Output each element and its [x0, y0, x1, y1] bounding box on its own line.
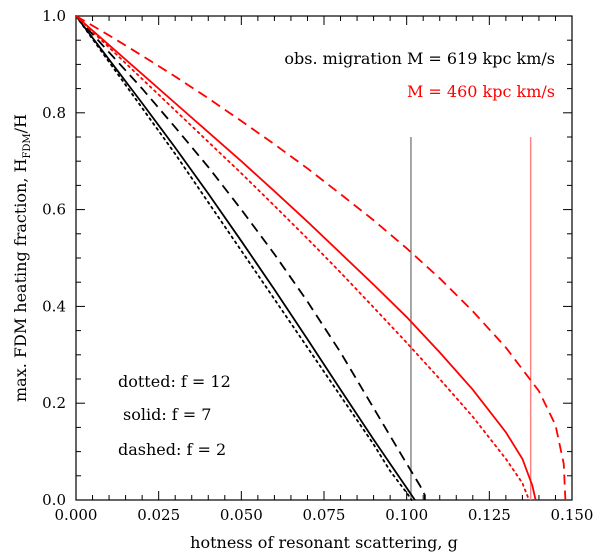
- series-layer: [75, 15, 567, 501]
- series-line-black-dotted: [75, 15, 413, 501]
- legend-solid-label: solid: f = 7: [123, 405, 211, 424]
- series-line-black-solid: [75, 15, 416, 501]
- x-tick-label: 0.050: [220, 506, 263, 524]
- y-tick-label: 0.4: [42, 297, 66, 315]
- x-tick-label: 0.025: [137, 506, 180, 524]
- ticks-layer: 0.000 0.025 0.050 0.075 0.100 0.125 0.150 0.0 0.…: [42, 7, 593, 524]
- y-tick-label: 1.0: [42, 7, 66, 25]
- x-tick-label: 0.125: [468, 506, 511, 524]
- vlines-layer: [410, 137, 532, 500]
- annotation-obs-migration-black: obs. migration M = 619 kpc km/s: [284, 49, 555, 68]
- legend-dotted-label: dotted: f = 12: [118, 372, 231, 391]
- x-tick-label: 0.075: [303, 506, 346, 524]
- series-line-red-dashed: [75, 15, 567, 501]
- y-axis-title-sub: FDM: [22, 133, 33, 158]
- y-axis-title: max. FDM heating fraction, HFDM/H: [11, 114, 33, 402]
- y-tick-label: 0.0: [42, 491, 66, 509]
- annotation-obs-migration-red: M = 460 kpc km/s: [407, 82, 555, 101]
- y-tick-label: 0.8: [42, 104, 66, 122]
- x-tick-label: 0.150: [551, 506, 594, 524]
- x-axis-title: hotness of resonant scattering, g: [190, 533, 458, 552]
- series-line-red-dotted: [75, 15, 530, 501]
- y-tick-label: 0.2: [42, 394, 66, 412]
- series-line-black-dashed: [75, 15, 426, 500]
- x-tick-label: 0.000: [55, 506, 98, 524]
- y-tick-label: 0.6: [42, 201, 66, 219]
- legend-dashed-label: dashed: f = 2: [118, 440, 226, 459]
- y-axis-title-main: max. FDM heating fraction, H: [11, 158, 30, 402]
- series-line-red-solid: [75, 15, 537, 501]
- x-tick-label: 0.100: [385, 506, 428, 524]
- y-axis-title-tail: /H: [11, 114, 30, 133]
- labels-layer: hotness of resonant scattering, g max. F…: [11, 49, 555, 552]
